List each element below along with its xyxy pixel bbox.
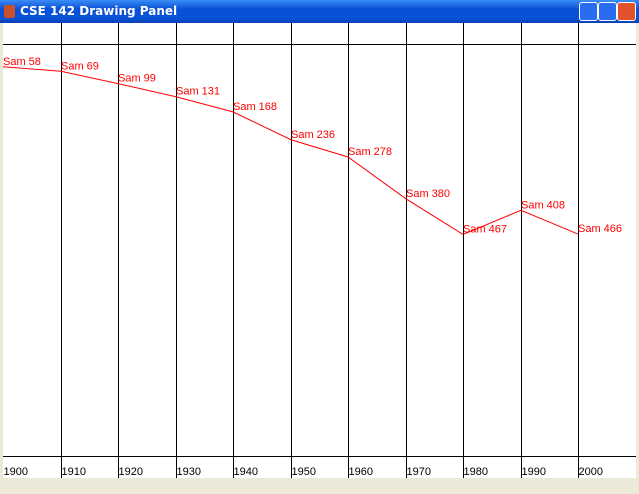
rank-label: Sam 466 (578, 223, 622, 235)
decade-label: 1900 (4, 466, 28, 478)
window-title: CSE 142 Drawing Panel (20, 4, 178, 18)
rank-label: Sam 408 (521, 199, 565, 211)
decade-label: 1920 (119, 466, 143, 478)
maximize-button[interactable] (598, 2, 617, 21)
title-bar: CSE 142 Drawing Panel (0, 0, 639, 23)
minimize-button[interactable] (579, 2, 598, 21)
rank-label: Sam 131 (176, 86, 220, 98)
decade-label: 1940 (234, 466, 258, 478)
rank-label: Sam 99 (118, 73, 156, 85)
rank-label: Sam 278 (348, 146, 392, 158)
name-line (3, 66, 579, 236)
decade-label: 1970 (407, 466, 431, 478)
close-button[interactable] (617, 2, 636, 21)
decade-label: 1980 (464, 466, 488, 478)
rank-label: Sam 467 (463, 223, 507, 235)
decade-label: 1960 (349, 466, 373, 478)
drawing-panel: 1900 1910 1920 1930 1940 1950 1960 1970 1980 1990… (3, 23, 636, 478)
rank-label: Sam 236 (291, 129, 335, 141)
decade-label: 1990 (522, 466, 546, 478)
decade-label: 2000 (579, 466, 603, 478)
rank-label: Sam 58 (3, 56, 41, 68)
rank-label: Sam 168 (233, 101, 277, 113)
decade-label: 1910 (62, 466, 86, 478)
decade-label: 1950 (292, 466, 316, 478)
app-icon (4, 5, 15, 18)
rank-label: Sam 380 (406, 188, 450, 200)
rank-label: Sam 69 (61, 60, 99, 72)
decade-label: 1930 (177, 466, 201, 478)
